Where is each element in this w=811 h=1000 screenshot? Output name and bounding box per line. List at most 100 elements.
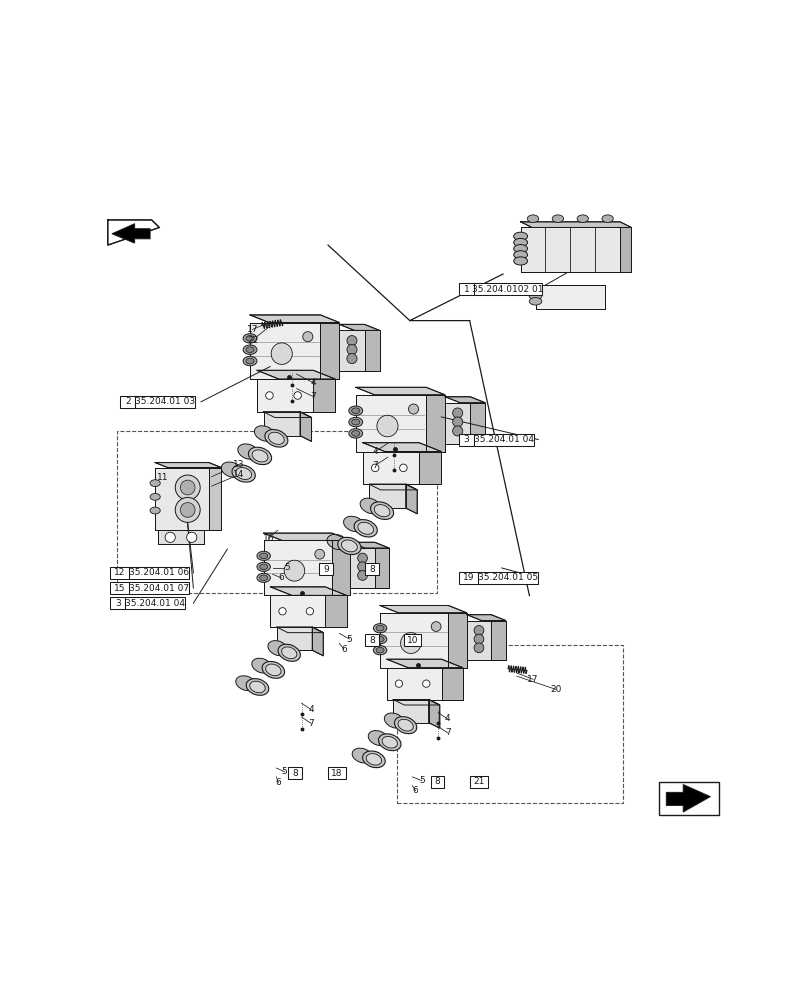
Ellipse shape xyxy=(360,498,380,514)
Ellipse shape xyxy=(384,713,404,728)
Ellipse shape xyxy=(513,238,527,247)
Ellipse shape xyxy=(271,343,292,364)
Polygon shape xyxy=(444,403,470,444)
Bar xyxy=(135,396,195,408)
Polygon shape xyxy=(313,379,335,412)
Bar xyxy=(129,567,189,579)
Text: 4: 4 xyxy=(372,447,378,456)
Ellipse shape xyxy=(264,429,288,447)
Circle shape xyxy=(408,404,418,414)
Ellipse shape xyxy=(375,647,384,653)
Ellipse shape xyxy=(394,717,416,734)
Circle shape xyxy=(452,408,462,418)
Ellipse shape xyxy=(150,480,160,487)
Polygon shape xyxy=(264,533,350,540)
Polygon shape xyxy=(264,540,332,595)
Text: 19: 19 xyxy=(462,573,474,582)
Text: 7: 7 xyxy=(308,719,314,728)
Circle shape xyxy=(474,634,483,644)
Text: 8: 8 xyxy=(369,565,375,574)
Polygon shape xyxy=(312,627,323,656)
Polygon shape xyxy=(112,224,150,243)
Ellipse shape xyxy=(368,731,388,746)
Text: 17: 17 xyxy=(527,675,539,684)
Ellipse shape xyxy=(397,719,413,731)
Circle shape xyxy=(357,562,367,572)
Circle shape xyxy=(452,426,462,436)
Polygon shape xyxy=(426,395,444,452)
Text: 35.204.01 04: 35.204.01 04 xyxy=(474,435,534,444)
Ellipse shape xyxy=(363,751,384,768)
Bar xyxy=(458,434,474,446)
Text: 2: 2 xyxy=(125,397,131,406)
Bar xyxy=(458,572,477,584)
Circle shape xyxy=(346,345,357,355)
Ellipse shape xyxy=(150,493,160,500)
Ellipse shape xyxy=(351,431,359,436)
Polygon shape xyxy=(339,324,380,330)
Bar xyxy=(110,597,125,609)
Ellipse shape xyxy=(242,345,256,354)
Circle shape xyxy=(187,532,196,542)
Ellipse shape xyxy=(248,447,271,465)
Text: 4: 4 xyxy=(308,705,314,714)
Text: 14: 14 xyxy=(233,470,244,479)
Ellipse shape xyxy=(601,215,612,222)
Ellipse shape xyxy=(242,356,256,366)
Ellipse shape xyxy=(400,633,421,653)
Ellipse shape xyxy=(343,516,364,532)
Circle shape xyxy=(357,553,367,563)
Ellipse shape xyxy=(246,336,254,341)
Circle shape xyxy=(357,571,367,580)
Polygon shape xyxy=(300,412,311,441)
Ellipse shape xyxy=(513,251,527,259)
Polygon shape xyxy=(375,548,389,588)
Ellipse shape xyxy=(268,641,288,656)
Circle shape xyxy=(303,332,312,342)
Text: 35.204.01 03: 35.204.01 03 xyxy=(135,397,195,406)
Bar xyxy=(477,572,537,584)
Text: 4: 4 xyxy=(311,378,316,387)
Bar xyxy=(474,434,534,446)
Text: 8: 8 xyxy=(292,769,298,778)
Polygon shape xyxy=(364,330,380,371)
Circle shape xyxy=(175,497,200,522)
Polygon shape xyxy=(466,621,491,660)
Text: 6: 6 xyxy=(341,645,346,654)
Ellipse shape xyxy=(374,505,389,517)
Text: 7: 7 xyxy=(372,461,378,470)
Bar xyxy=(430,776,444,788)
Text: 3: 3 xyxy=(463,435,469,444)
Polygon shape xyxy=(369,484,417,490)
Ellipse shape xyxy=(256,573,270,582)
Polygon shape xyxy=(264,412,311,418)
Circle shape xyxy=(175,475,200,500)
Ellipse shape xyxy=(281,647,297,659)
Polygon shape xyxy=(277,627,323,633)
Circle shape xyxy=(452,417,462,427)
Ellipse shape xyxy=(577,215,588,222)
Circle shape xyxy=(165,532,175,542)
Text: 35.204.01 07: 35.204.01 07 xyxy=(129,584,189,593)
Polygon shape xyxy=(448,613,466,668)
Ellipse shape xyxy=(268,432,284,444)
Circle shape xyxy=(395,680,402,687)
Polygon shape xyxy=(257,379,313,412)
Polygon shape xyxy=(264,412,300,436)
Polygon shape xyxy=(386,668,441,700)
Ellipse shape xyxy=(235,676,255,691)
Ellipse shape xyxy=(246,679,268,695)
Circle shape xyxy=(474,626,483,635)
Polygon shape xyxy=(157,530,204,544)
Text: 22: 22 xyxy=(247,336,258,345)
Polygon shape xyxy=(444,397,485,403)
Text: 13: 13 xyxy=(233,460,244,469)
Text: 15: 15 xyxy=(114,584,126,593)
Ellipse shape xyxy=(150,507,160,514)
Circle shape xyxy=(306,608,313,615)
Polygon shape xyxy=(257,370,335,379)
Bar xyxy=(365,634,379,646)
Polygon shape xyxy=(324,595,346,627)
Ellipse shape xyxy=(262,661,284,678)
Bar xyxy=(319,563,333,575)
